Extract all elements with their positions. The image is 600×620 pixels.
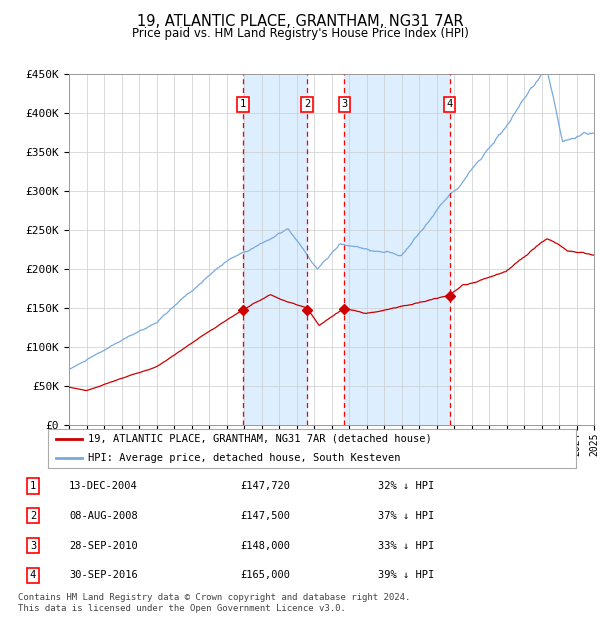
Text: 3: 3 (341, 99, 347, 109)
Text: £147,500: £147,500 (240, 511, 290, 521)
Text: 19, ATLANTIC PLACE, GRANTHAM, NG31 7AR: 19, ATLANTIC PLACE, GRANTHAM, NG31 7AR (137, 14, 463, 29)
Text: HPI: Average price, detached house, South Kesteven: HPI: Average price, detached house, Sout… (88, 453, 400, 463)
Bar (243, 74, 307, 425)
Text: 30-SEP-2016: 30-SEP-2016 (69, 570, 138, 580)
Text: 2: 2 (30, 511, 36, 521)
Text: 3: 3 (30, 541, 36, 551)
Text: 1: 1 (240, 99, 246, 109)
Text: Contains HM Land Registry data © Crown copyright and database right 2024.
This d: Contains HM Land Registry data © Crown c… (18, 593, 410, 613)
Text: 33% ↓ HPI: 33% ↓ HPI (378, 541, 434, 551)
Text: 08-AUG-2008: 08-AUG-2008 (69, 511, 138, 521)
Text: 1: 1 (30, 481, 36, 491)
Text: £148,000: £148,000 (240, 541, 290, 551)
Text: 39% ↓ HPI: 39% ↓ HPI (378, 570, 434, 580)
Text: 2: 2 (304, 99, 310, 109)
Text: 19, ATLANTIC PLACE, GRANTHAM, NG31 7AR (detached house): 19, ATLANTIC PLACE, GRANTHAM, NG31 7AR (… (88, 434, 431, 444)
Text: £147,720: £147,720 (240, 481, 290, 491)
Text: 28-SEP-2010: 28-SEP-2010 (69, 541, 138, 551)
Bar (344, 74, 449, 425)
Text: 4: 4 (446, 99, 453, 109)
Text: 32% ↓ HPI: 32% ↓ HPI (378, 481, 434, 491)
Text: Price paid vs. HM Land Registry's House Price Index (HPI): Price paid vs. HM Land Registry's House … (131, 27, 469, 40)
Text: 37% ↓ HPI: 37% ↓ HPI (378, 511, 434, 521)
Text: 13-DEC-2004: 13-DEC-2004 (69, 481, 138, 491)
Text: £165,000: £165,000 (240, 570, 290, 580)
Text: 4: 4 (30, 570, 36, 580)
